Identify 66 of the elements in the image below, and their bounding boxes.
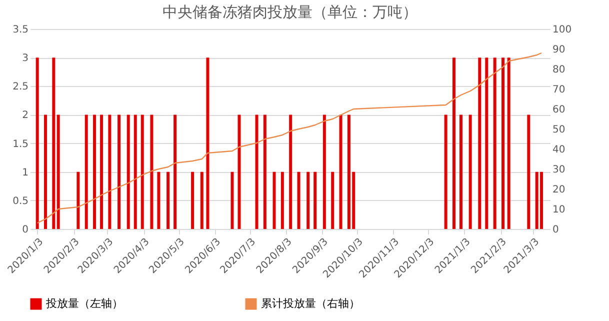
y2-tick-label: 0 (552, 224, 559, 236)
bar (452, 58, 456, 229)
y2-tick-label: 50 (552, 124, 566, 136)
y2-tick-label: 60 (552, 104, 566, 116)
bar (76, 172, 80, 229)
bar (331, 172, 334, 229)
bar (140, 114, 144, 229)
bar (230, 172, 234, 229)
bar (174, 114, 177, 229)
bar (100, 114, 104, 229)
y2-tick-label: 10 (552, 204, 566, 216)
bar (166, 172, 170, 229)
bar (126, 114, 130, 229)
bar (507, 58, 510, 229)
bar (459, 114, 462, 229)
bar (322, 114, 326, 229)
y2-tick-label: 100 (552, 24, 572, 36)
chart-title: 中央储备冻猪肉投放量（单位：万吨） (162, 3, 418, 21)
bar (272, 172, 276, 229)
bar (200, 172, 204, 229)
bar (191, 172, 194, 229)
bar (157, 172, 160, 229)
bar (84, 114, 88, 229)
y2-tick-label: 80 (552, 64, 566, 76)
bar (238, 114, 241, 229)
bar (478, 58, 482, 229)
y-tick-label: 1.5 (12, 138, 28, 150)
y2-tick-label: 40 (552, 144, 566, 156)
bar (263, 114, 266, 229)
bar (468, 114, 472, 229)
bar (280, 172, 284, 229)
y2-tick-label: 20 (552, 184, 566, 196)
bar (118, 114, 121, 229)
y-tick-label: 0.5 (12, 196, 28, 207)
bar (44, 114, 48, 229)
bar (485, 58, 488, 229)
bar (93, 114, 96, 229)
y-tick-label: 3 (22, 53, 28, 64)
bar (339, 114, 342, 229)
bar (36, 58, 39, 229)
bar (306, 172, 310, 229)
y-tick-label: 3.5 (12, 24, 28, 36)
bar (444, 114, 448, 229)
bar (206, 58, 210, 229)
y-tick-label: 2.5 (12, 82, 28, 93)
bar (314, 172, 317, 229)
bar (52, 58, 56, 229)
bar (255, 114, 258, 229)
y-tick-label: 0 (22, 224, 28, 236)
y-tick-label: 2 (22, 110, 28, 122)
y2-tick-label: 90 (552, 44, 566, 56)
bar (108, 114, 112, 229)
y2-tick-label: 70 (552, 84, 566, 96)
legend-label: 累计投放量（右轴） (261, 297, 360, 310)
line-series (36, 52, 542, 224)
y2-tick-label: 30 (552, 164, 566, 176)
bar (289, 114, 292, 229)
bar (527, 114, 530, 229)
bar (297, 172, 300, 229)
bar (493, 58, 496, 229)
bar (134, 114, 137, 229)
bar (56, 114, 60, 229)
bar (150, 114, 154, 229)
y-tick-label: 1 (22, 167, 28, 178)
legend-label: 投放量（左轴） (45, 297, 123, 310)
bar (501, 58, 504, 229)
